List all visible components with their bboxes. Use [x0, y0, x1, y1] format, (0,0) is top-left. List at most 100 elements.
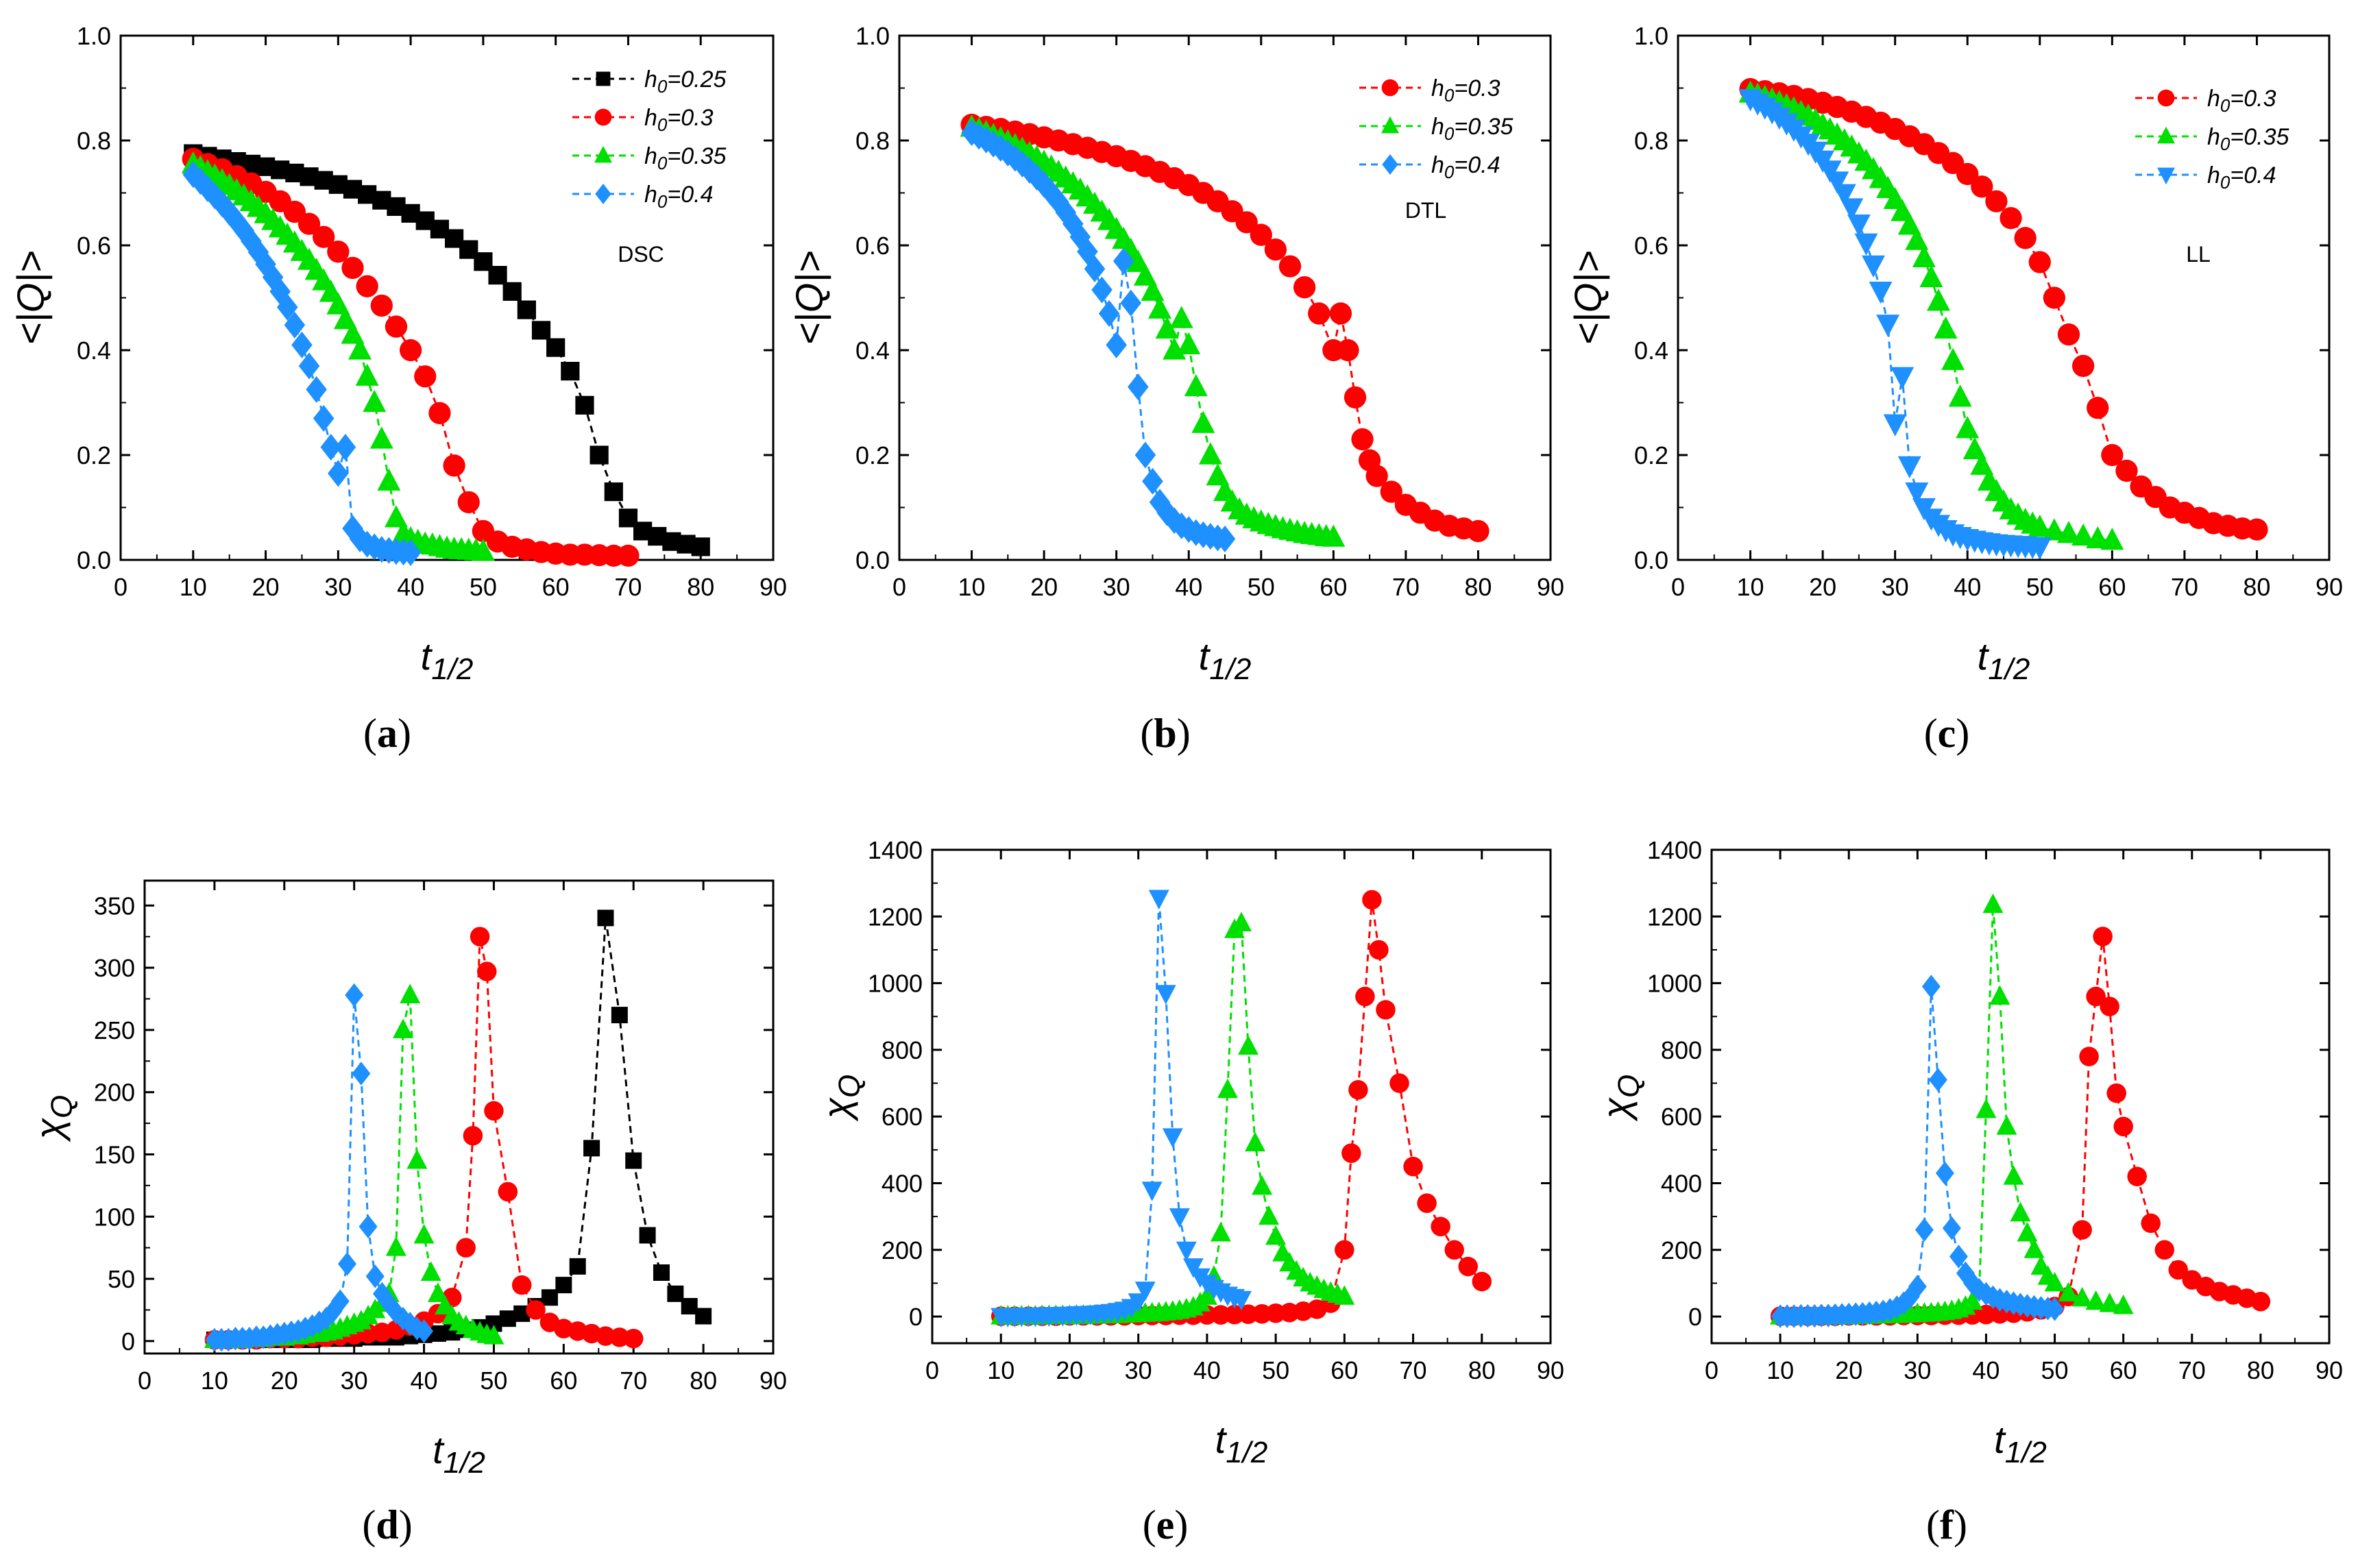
data-point — [653, 1264, 670, 1281]
data-point — [498, 1181, 518, 1202]
data-point — [313, 404, 335, 432]
data-point — [667, 1285, 684, 1302]
data-point — [2023, 1238, 2045, 1258]
data-point — [219, 199, 240, 226]
data-point — [1832, 184, 1856, 206]
x-tick-label: 70 — [1400, 1356, 1427, 1384]
x-tick-label: 10 — [1766, 1356, 1794, 1384]
y-tick-label: 400 — [882, 1169, 923, 1197]
data-point — [1141, 278, 1165, 301]
y-axis-title: <|Q|> — [9, 250, 53, 345]
x-tick-label: 50 — [480, 1367, 507, 1395]
data-point — [428, 402, 451, 424]
x-tick-label: 30 — [324, 573, 352, 601]
data-point — [1265, 1225, 1287, 1245]
x-tick-label: 0 — [925, 1356, 939, 1384]
x-tick-label: 0 — [1705, 1356, 1718, 1384]
panel-caption: (f) — [1926, 1502, 1967, 1547]
data-point — [639, 1227, 656, 1244]
data-point — [363, 389, 387, 413]
y-tick-label: 1000 — [868, 970, 923, 998]
y-tick-label: 0.2 — [1634, 441, 1668, 469]
series-h0=0.25 — [206, 909, 712, 1349]
data-point — [327, 241, 350, 263]
data-point — [617, 544, 640, 567]
panel-annotation: LL — [2186, 242, 2211, 267]
y-tick-label: 0.4 — [1634, 336, 1668, 365]
data-point — [1854, 233, 1878, 256]
data-point — [326, 292, 350, 315]
data-point — [2085, 1290, 2106, 1310]
x-tick-label: 60 — [550, 1367, 577, 1395]
series-line — [1001, 898, 1242, 1318]
series-h0=0.4 — [205, 983, 434, 1352]
x-tick-label: 40 — [1972, 1356, 2000, 1384]
data-point — [427, 1282, 448, 1302]
data-point — [1472, 1271, 1492, 1292]
data-point — [2115, 459, 2138, 482]
data-point — [471, 539, 495, 561]
x-tick-label: 80 — [687, 573, 714, 601]
data-point — [1169, 1208, 1190, 1228]
panel-annotation: DTL — [1405, 198, 1446, 223]
data-point — [1962, 437, 1986, 459]
plot-frame — [143, 879, 775, 1355]
data-point — [1982, 893, 2004, 914]
data-point — [1355, 986, 1375, 1007]
data-point — [241, 228, 262, 255]
y-axis-title: <|Q|> — [1566, 250, 1610, 345]
data-point — [1341, 1143, 1361, 1163]
data-point — [596, 1326, 616, 1346]
y-tick-label: 1.0 — [855, 22, 890, 50]
data-point — [1847, 215, 1871, 237]
y-tick-label: 400 — [1661, 1169, 1702, 1197]
data-point — [1293, 276, 1316, 299]
data-point — [358, 1214, 378, 1239]
data-point — [1184, 373, 1208, 397]
legend-marker — [1382, 154, 1398, 175]
data-point — [1919, 265, 1943, 288]
y-tick-label: 0 — [1688, 1303, 1702, 1331]
y-tick-label: 0.4 — [855, 336, 890, 365]
data-point — [2057, 323, 2080, 346]
data-point — [2100, 527, 2124, 550]
data-point — [420, 1261, 441, 1281]
data-point — [2028, 514, 2052, 537]
data-point — [623, 1328, 644, 1349]
data-point — [1337, 339, 1359, 362]
legend-marker — [2157, 126, 2175, 144]
series-h0=0.25 — [184, 144, 710, 556]
series-h0=0.3 — [1739, 77, 2268, 541]
y-tick-label: 0.4 — [77, 336, 111, 365]
data-point — [1869, 281, 1893, 304]
data-point — [531, 321, 551, 340]
data-point — [1113, 247, 1134, 275]
y-tick-label: 800 — [1661, 1036, 1702, 1064]
chart-panel-e: 0 10 20 30 40 50 60 70 80 90 0 200 400 600 800 1000 1200… — [815, 836, 1564, 1547]
data-point — [1369, 940, 1389, 960]
data-point — [1458, 1256, 1478, 1277]
data-point — [1134, 1282, 1156, 1301]
panel-caption: (c) — [1924, 711, 1970, 756]
panel-annotation: DSC — [618, 242, 664, 267]
legend-marker — [2157, 89, 2175, 107]
x-tick-label: 70 — [620, 1367, 647, 1395]
data-point — [2028, 251, 2051, 273]
x-tick-label: 60 — [542, 573, 570, 601]
data-point — [2154, 1240, 2174, 1260]
x-tick-label: 10 — [1737, 573, 1764, 601]
data-point — [1912, 245, 1936, 267]
data-point — [1238, 1035, 1259, 1055]
data-point — [1840, 198, 1864, 221]
data-point — [2071, 354, 2095, 378]
data-point — [1329, 302, 1352, 325]
y-tick-label: 1200 — [868, 903, 923, 931]
x-tick-label: 60 — [2098, 573, 2126, 601]
legend-label: h0=0.4 — [1431, 152, 1500, 182]
x-tick-label: 0 — [114, 573, 127, 601]
data-point — [2086, 526, 2110, 548]
series-h0=0.3 — [204, 927, 644, 1350]
data-point — [1235, 211, 1258, 234]
data-point — [483, 1325, 505, 1345]
